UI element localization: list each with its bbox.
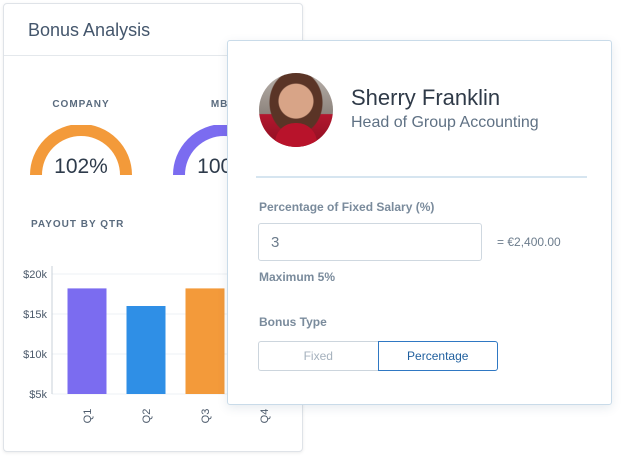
- percentage-option-button[interactable]: Percentage: [377, 341, 498, 371]
- card-header: Bonus Analysis: [4, 4, 302, 56]
- bonus-type-label: Bonus Type: [259, 315, 327, 329]
- avatar: [259, 73, 333, 147]
- y-tick-label: $15k: [23, 309, 47, 321]
- maximum-hint: Maximum 5%: [259, 270, 336, 284]
- bonus-type-toggle: Fixed Percentage: [258, 341, 498, 371]
- gauge-value: 102%: [54, 155, 108, 178]
- card-title: Bonus Analysis: [28, 20, 151, 40]
- y-tick-label: $20k: [23, 269, 47, 281]
- employee-bonus-card: Sherry Franklin Head of Group Accounting…: [227, 40, 612, 405]
- employee-role: Head of Group Accounting: [351, 114, 539, 131]
- salary-percentage-label: Percentage of Fixed Salary (%): [259, 200, 435, 214]
- x-tick-label: Q1: [82, 409, 94, 424]
- company-gauge: COMPANY 102%: [26, 99, 136, 178]
- bar-q3[interactable]: [185, 288, 225, 394]
- bar-q1[interactable]: [67, 288, 107, 394]
- bonus-amount: = €2,400.00: [497, 235, 561, 249]
- gauge-label: MBO: [210, 99, 238, 110]
- employee-name: Sherry Franklin: [351, 85, 501, 110]
- y-tick-label: $5k: [29, 389, 47, 401]
- x-tick-label: Q3: [200, 409, 212, 424]
- bar-q2[interactable]: [126, 306, 166, 394]
- salary-percentage-input[interactable]: [258, 223, 482, 261]
- payout-label: PAYOUT BY QTR: [31, 219, 125, 230]
- gauge-arc: [30, 125, 132, 176]
- gauge-label: COMPANY: [52, 99, 110, 110]
- x-tick-label: Q2: [141, 409, 153, 424]
- fixed-option-button[interactable]: Fixed: [258, 341, 378, 371]
- y-tick-label: $10k: [23, 349, 47, 361]
- divider: [256, 176, 587, 178]
- x-tick-label: Q4: [259, 409, 271, 424]
